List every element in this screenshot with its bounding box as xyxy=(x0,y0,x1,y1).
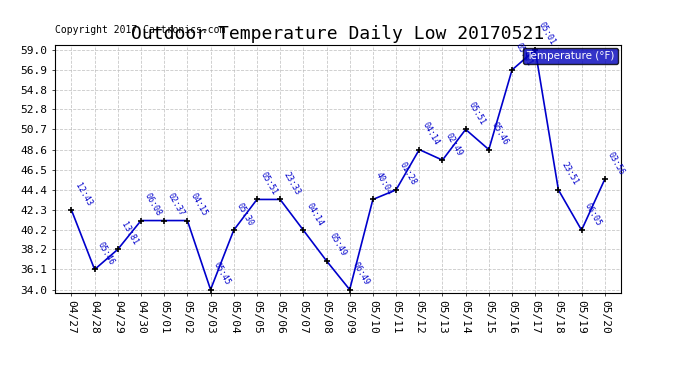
Text: 05:01: 05:01 xyxy=(537,21,557,47)
Text: 05:51: 05:51 xyxy=(467,100,487,127)
Text: 06:08: 06:08 xyxy=(142,192,163,218)
Text: Copyright 2017 Cartronics.com: Copyright 2017 Cartronics.com xyxy=(55,25,226,35)
Text: 04:15: 04:15 xyxy=(189,192,209,218)
Text: 05:46: 05:46 xyxy=(96,240,117,267)
Text: 05:30: 05:30 xyxy=(235,201,255,227)
Text: 05:01: 05:01 xyxy=(513,41,533,67)
Legend: Temperature (°F): Temperature (°F) xyxy=(523,48,618,64)
Text: 05:46: 05:46 xyxy=(490,121,511,147)
Text: 13:81: 13:81 xyxy=(119,220,139,246)
Text: 02:37: 02:37 xyxy=(166,192,186,218)
Text: 05:45: 05:45 xyxy=(212,261,233,287)
Text: 03:56: 03:56 xyxy=(606,150,627,177)
Text: 23:51: 23:51 xyxy=(560,161,580,187)
Text: 12:43: 12:43 xyxy=(73,181,93,207)
Text: 05:51: 05:51 xyxy=(258,171,279,196)
Text: 40:04: 40:04 xyxy=(374,171,395,196)
Text: 06:49: 06:49 xyxy=(351,261,371,287)
Text: 06:05: 06:05 xyxy=(583,201,603,227)
Text: 01:28: 01:28 xyxy=(397,161,417,187)
Text: 23:33: 23:33 xyxy=(282,171,302,196)
Text: 04:14: 04:14 xyxy=(305,201,325,227)
Title: Outdoor Temperature Daily Low 20170521: Outdoor Temperature Daily Low 20170521 xyxy=(132,26,544,44)
Text: 02:49: 02:49 xyxy=(444,131,464,158)
Text: 05:49: 05:49 xyxy=(328,232,348,258)
Text: 04:14: 04:14 xyxy=(421,121,441,147)
